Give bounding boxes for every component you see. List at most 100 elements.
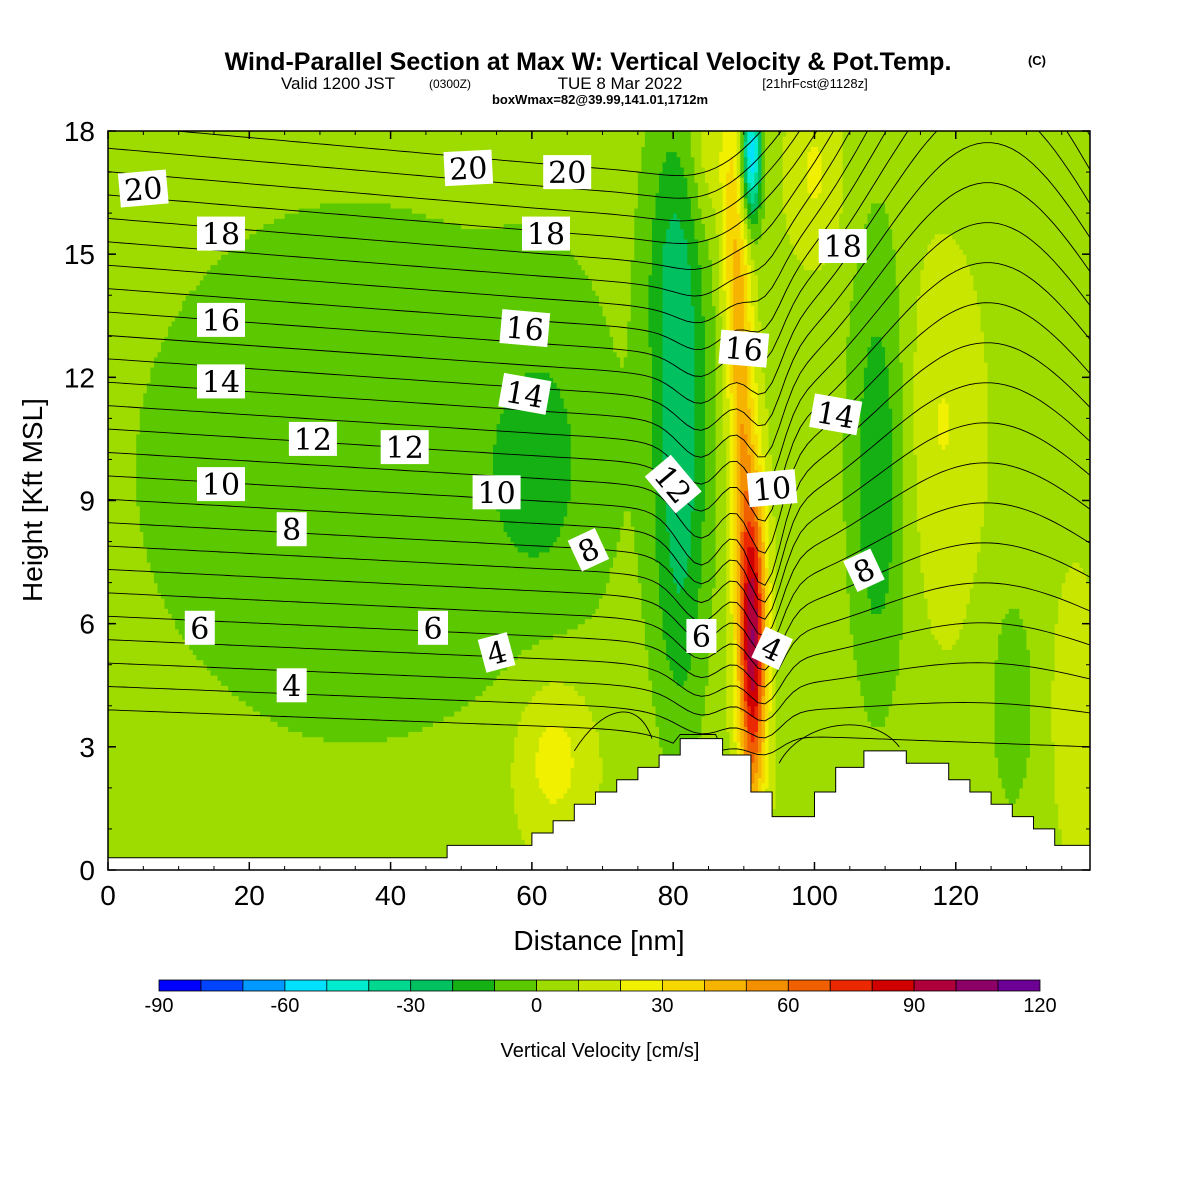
field-cell — [118, 264, 123, 271]
field-cell — [136, 469, 141, 476]
field-cell — [108, 572, 113, 579]
field-cell — [136, 295, 141, 301]
field-cell — [217, 449, 222, 455]
field-cell — [115, 546, 120, 553]
field-cell — [111, 577, 116, 584]
field-cell — [108, 131, 113, 137]
field-cell — [228, 746, 233, 753]
field-cell — [217, 736, 222, 743]
field-cell — [136, 793, 141, 799]
field-cell — [132, 479, 137, 486]
field-cell — [192, 274, 197, 281]
field-cell — [164, 459, 169, 466]
field-cell — [189, 131, 194, 137]
field-cell — [115, 387, 120, 394]
field-cell — [118, 746, 123, 753]
field-cell — [111, 367, 116, 373]
field-cell — [139, 392, 144, 399]
field-cell — [175, 438, 180, 445]
field-cell — [146, 377, 151, 384]
field-cell — [143, 562, 148, 568]
field-cell — [111, 182, 116, 189]
field-cell — [164, 654, 169, 661]
field-cell — [132, 315, 137, 322]
field-cell — [122, 808, 127, 815]
field-cell — [199, 567, 204, 573]
field-cell — [175, 541, 180, 548]
field-cell — [108, 849, 113, 856]
field-cell — [153, 300, 159, 307]
field-cell — [171, 269, 176, 276]
field-cell — [175, 202, 180, 209]
field-cell — [150, 705, 155, 712]
field-cell — [189, 818, 194, 825]
field-cell — [111, 177, 116, 183]
field-cell — [203, 551, 208, 558]
field-cell — [210, 249, 215, 255]
field-cell — [178, 551, 183, 558]
field-cell — [196, 264, 201, 271]
field-cell — [164, 274, 169, 281]
field-cell — [189, 695, 194, 702]
field-cell — [115, 556, 120, 563]
field-cell — [203, 680, 208, 686]
field-cell — [150, 228, 155, 235]
field-cell — [192, 777, 197, 784]
field-cell — [146, 757, 151, 763]
field-cell — [146, 567, 151, 573]
field-cell — [125, 828, 130, 835]
field-cell — [150, 567, 155, 573]
field-cell — [139, 207, 144, 214]
field-cell — [168, 136, 173, 142]
field-cell — [168, 433, 173, 440]
field-cell — [157, 633, 162, 640]
field-cell — [157, 849, 162, 856]
field-cell — [192, 444, 197, 450]
field-cell — [185, 731, 190, 738]
field-cell — [118, 572, 123, 579]
field-cell — [164, 202, 169, 209]
field-cell — [210, 772, 215, 779]
field-cell — [182, 690, 187, 697]
field-cell — [160, 736, 166, 743]
field-cell — [122, 674, 127, 681]
field-cell — [122, 526, 127, 532]
field-cell — [224, 438, 229, 445]
field-cell — [228, 587, 233, 594]
field-cell — [196, 839, 201, 845]
field-cell — [153, 767, 159, 774]
field-cell — [178, 603, 183, 609]
field-cell — [132, 726, 137, 733]
field-cell — [129, 613, 134, 620]
field-cell — [206, 213, 212, 219]
field-cell — [115, 608, 120, 614]
field-cell — [228, 695, 233, 702]
field-cell — [150, 485, 155, 491]
field-cell — [111, 387, 116, 394]
field-cell — [160, 828, 166, 835]
field-cell — [111, 433, 116, 440]
field-cell — [125, 572, 130, 579]
field-cell — [129, 551, 134, 558]
field-cell — [217, 798, 222, 804]
field-cell — [129, 131, 134, 137]
field-cell — [111, 274, 116, 281]
field-cell — [228, 515, 233, 522]
field-cell — [178, 449, 183, 455]
field-cell — [139, 310, 144, 317]
field-cell — [125, 402, 130, 409]
field-cell — [122, 151, 127, 158]
field-cell — [192, 526, 197, 532]
field-cell — [210, 418, 215, 425]
field-cell — [115, 151, 120, 158]
field-cell — [178, 187, 183, 194]
field-cell — [168, 787, 173, 794]
field-cell — [213, 146, 219, 153]
field-cell — [139, 664, 144, 671]
field-cell — [175, 582, 180, 589]
field-cell — [210, 808, 215, 815]
field-cell — [168, 249, 173, 255]
field-cell — [189, 582, 194, 589]
field-cell — [136, 695, 141, 702]
